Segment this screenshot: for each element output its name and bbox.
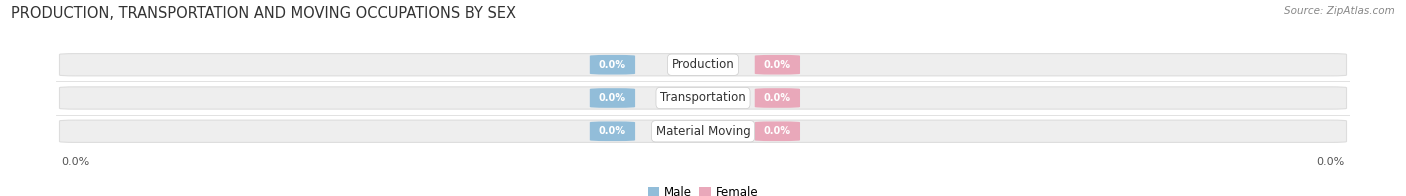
Legend: Male, Female: Male, Female [643, 182, 763, 196]
Text: 0.0%: 0.0% [763, 60, 792, 70]
FancyBboxPatch shape [755, 55, 800, 74]
Text: Transportation: Transportation [661, 92, 745, 104]
FancyBboxPatch shape [755, 88, 800, 108]
FancyBboxPatch shape [591, 55, 636, 74]
Text: Source: ZipAtlas.com: Source: ZipAtlas.com [1284, 6, 1395, 16]
FancyBboxPatch shape [59, 54, 1347, 76]
FancyBboxPatch shape [591, 88, 636, 108]
Text: Production: Production [672, 58, 734, 71]
Text: 0.0%: 0.0% [599, 60, 626, 70]
Text: Material Moving: Material Moving [655, 125, 751, 138]
FancyBboxPatch shape [755, 122, 800, 141]
Text: 0.0%: 0.0% [599, 93, 626, 103]
FancyBboxPatch shape [59, 87, 1347, 109]
FancyBboxPatch shape [591, 122, 636, 141]
Text: PRODUCTION, TRANSPORTATION AND MOVING OCCUPATIONS BY SEX: PRODUCTION, TRANSPORTATION AND MOVING OC… [11, 6, 516, 21]
Text: 0.0%: 0.0% [763, 93, 792, 103]
Text: 0.0%: 0.0% [763, 126, 792, 136]
Text: 0.0%: 0.0% [599, 126, 626, 136]
FancyBboxPatch shape [59, 120, 1347, 142]
